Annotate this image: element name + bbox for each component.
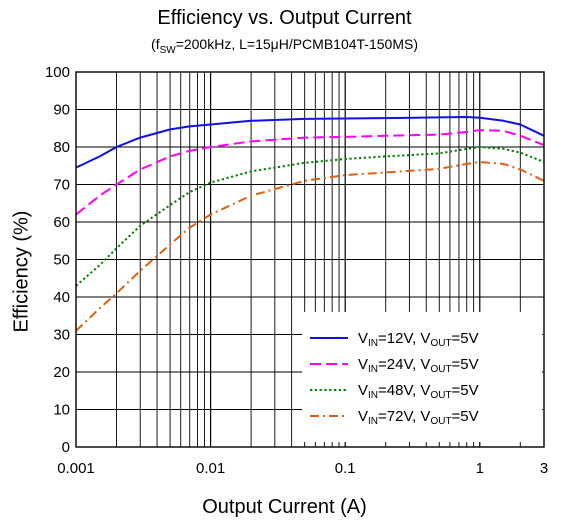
subtitle-f: f — [155, 36, 160, 52]
legend-text: =5V — [452, 356, 479, 373]
legend-text: V — [358, 356, 368, 373]
legend-label: VIN=72V, VOUT=5V — [358, 408, 479, 427]
x-tick-label: 0.01 — [196, 460, 225, 477]
legend-subscript: OUT — [430, 416, 451, 427]
y-tick-label: 60 — [53, 214, 70, 231]
legend-label: VIN=24V, VOUT=5V — [358, 356, 479, 375]
legend-text: =5V — [452, 330, 479, 347]
legend-subscript: OUT — [430, 364, 451, 375]
chart-title: Efficiency vs. Output Current — [157, 7, 412, 29]
legend-text: =5V — [452, 408, 479, 425]
subtitle-sw: SW — [159, 44, 176, 56]
legend-text: V — [358, 408, 368, 425]
legend-text: =5V — [452, 382, 479, 399]
subtitle-open: ( — [151, 36, 156, 52]
series-line — [75, 129, 545, 216]
legend-subscript: IN — [368, 338, 378, 349]
y-tick-label: 0 — [62, 439, 70, 456]
chart-subtitle: (fSW=200kHz, L=15μH/PCMB104T-150MS) — [0, 36, 569, 56]
x-tick-label: 0.1 — [335, 460, 356, 477]
legend-label: VIN=48V, VOUT=5V — [358, 382, 479, 401]
legend-subscript: IN — [368, 364, 378, 375]
series-line — [75, 146, 545, 287]
x-axis-label: Output Current (A) — [202, 496, 367, 518]
legend-subscript: IN — [368, 390, 378, 401]
legend-text: =72V, V — [378, 408, 430, 425]
legend-text: =48V, V — [378, 382, 430, 399]
y-tick-label: 20 — [53, 364, 70, 381]
legend-box — [302, 312, 542, 442]
y-tick-label: 70 — [53, 177, 70, 194]
legend-text: V — [358, 330, 368, 347]
y-tick-label: 80 — [53, 139, 70, 156]
x-tick-label: 0.001 — [57, 460, 95, 477]
legend-subscript: IN — [368, 416, 378, 427]
legend-text: =12V, V — [378, 330, 430, 347]
legend-subscript: OUT — [430, 338, 451, 349]
series-line — [75, 161, 545, 332]
legend-subscript: OUT — [430, 390, 451, 401]
x-tick-label: 1 — [476, 460, 484, 477]
series-line — [75, 116, 545, 169]
subtitle-rest: =200kHz, L=15μH/PCMB104T-150MS) — [175, 36, 418, 52]
y-tick-label: 40 — [53, 289, 70, 306]
legend-label: VIN=12V, VOUT=5V — [358, 330, 479, 349]
y-tick-label: 50 — [53, 252, 70, 269]
y-tick-label: 30 — [53, 327, 70, 344]
y-axis-label: Efficiency (%) — [10, 210, 33, 333]
legend-text: V — [358, 382, 368, 399]
y-tick-label: 10 — [53, 402, 70, 419]
x-tick-label: 3 — [540, 460, 548, 477]
legend-text: =24V, V — [378, 356, 430, 373]
y-tick-label: 90 — [53, 102, 70, 119]
y-tick-label: 100 — [45, 64, 70, 81]
plot-frame — [75, 71, 545, 448]
